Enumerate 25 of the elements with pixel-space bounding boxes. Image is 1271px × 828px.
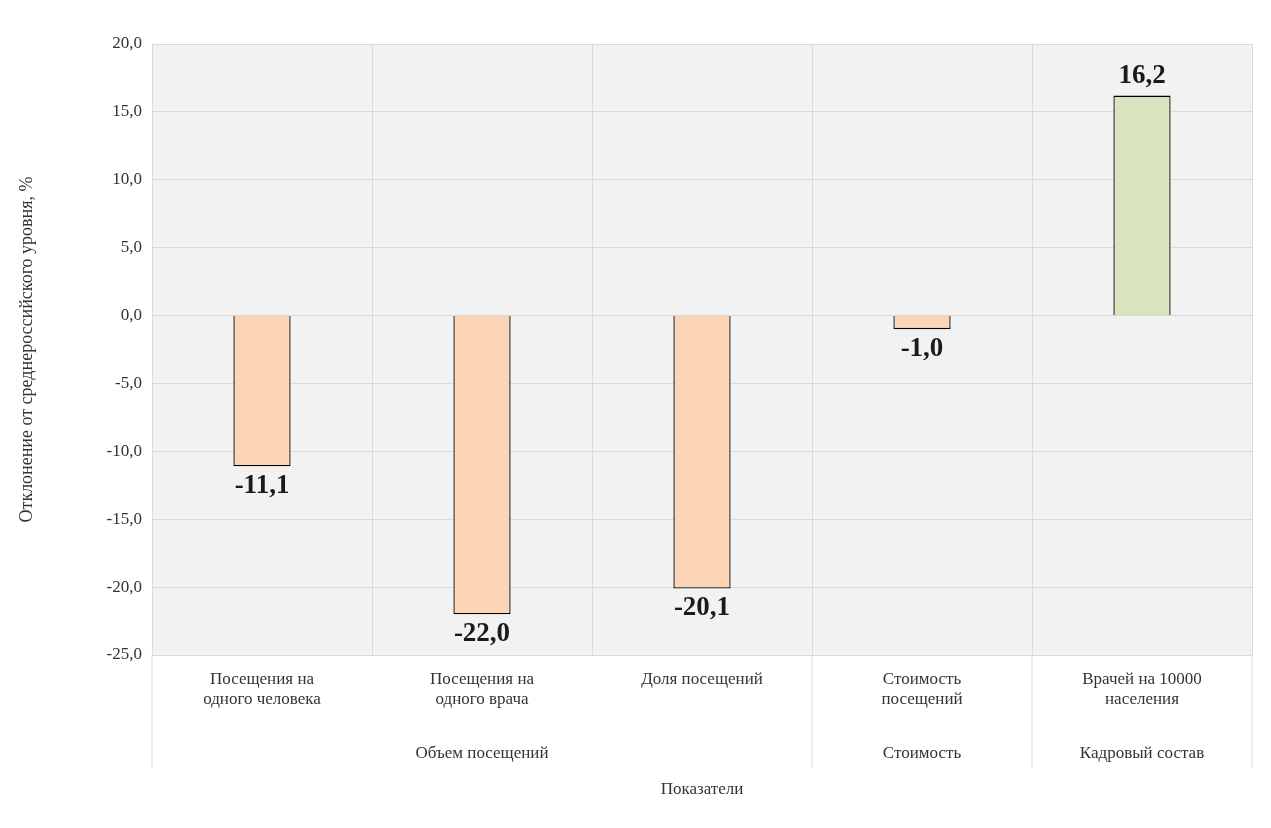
text: Кадровый состав	[1079, 743, 1205, 762]
x-axis-title: Показатели	[660, 779, 744, 798]
y-tick-label: 5,0	[120, 237, 142, 257]
y-tick-label: 0,0	[120, 305, 142, 325]
y-tick-label: 10,0	[112, 169, 142, 189]
x-tick-label: Врачей на 10000 населения	[1082, 668, 1202, 709]
x-tick-label: Посещения на одного врача	[429, 668, 535, 709]
text: Объем посещений	[415, 743, 549, 762]
data-label: -11,1	[234, 468, 290, 499]
x-tick-label: Доля посещений	[641, 668, 763, 688]
y-axis-title: Отклонение от среднероссийского уровня, %	[15, 176, 36, 523]
text: Стоимость	[882, 743, 962, 762]
y-tick-label: -25,0	[106, 644, 142, 664]
data-label: 16,2	[1118, 59, 1166, 90]
y-tick-label: -5,0	[115, 372, 142, 392]
y-tick-label: 20,0	[112, 33, 142, 53]
y-tick-label: 15,0	[112, 101, 142, 121]
y-tick-label: -10,0	[106, 440, 142, 460]
y-tick-label: -20,0	[106, 576, 142, 596]
y-tick-label: -15,0	[106, 508, 142, 528]
data-label: -20,1	[673, 590, 731, 621]
data-label: -22,0	[453, 616, 511, 647]
x-tick-label: Стоимость посещений	[881, 668, 963, 709]
x-tick-label: Посещения на одного человека	[203, 668, 322, 709]
data-label: -1,0	[900, 331, 944, 362]
